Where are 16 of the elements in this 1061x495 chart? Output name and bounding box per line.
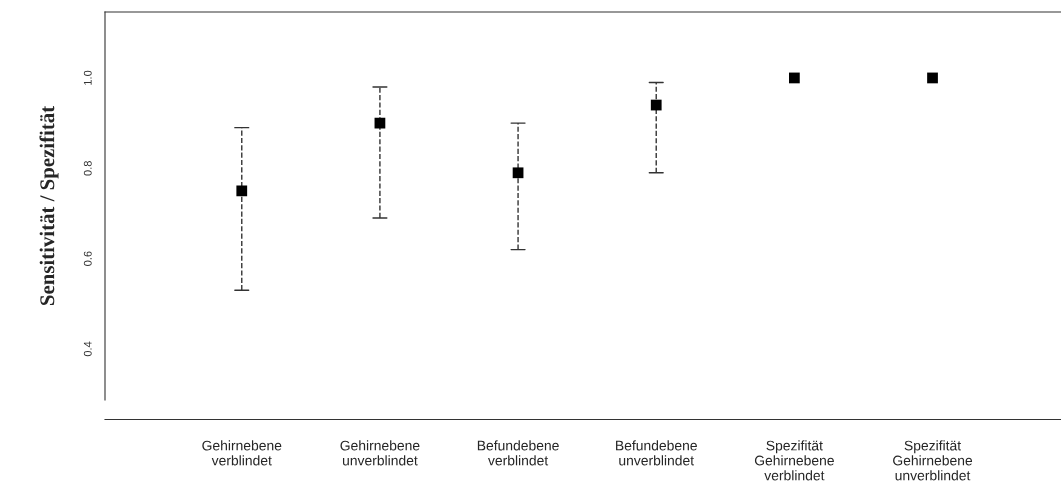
point <box>236 185 248 197</box>
x-tick-label: Befundebene verblindet <box>477 440 559 466</box>
point <box>927 72 938 84</box>
y-tick-label: 1.0 <box>83 70 92 85</box>
point <box>788 72 800 84</box>
x-tick-label: Gehirnebene verblindet <box>202 440 282 466</box>
y-tick-label: 0.8 <box>83 161 92 176</box>
point <box>512 167 524 179</box>
y-tick-label: 0.6 <box>83 251 92 266</box>
y-tick-label: 0.4 <box>83 341 92 357</box>
x-tick-label: Gehirnebene unverblindet <box>340 440 420 466</box>
y-axis-title: Sensitivität / Spezifität <box>39 105 59 305</box>
point <box>650 99 662 111</box>
x-tick-label: Spezifität Gehirnebene verblindet <box>754 440 834 481</box>
x-tick-label: Befundebene unverblindet <box>616 440 697 466</box>
x-tick-label: Spezifität Gehirnebene unverblindet <box>893 440 973 481</box>
